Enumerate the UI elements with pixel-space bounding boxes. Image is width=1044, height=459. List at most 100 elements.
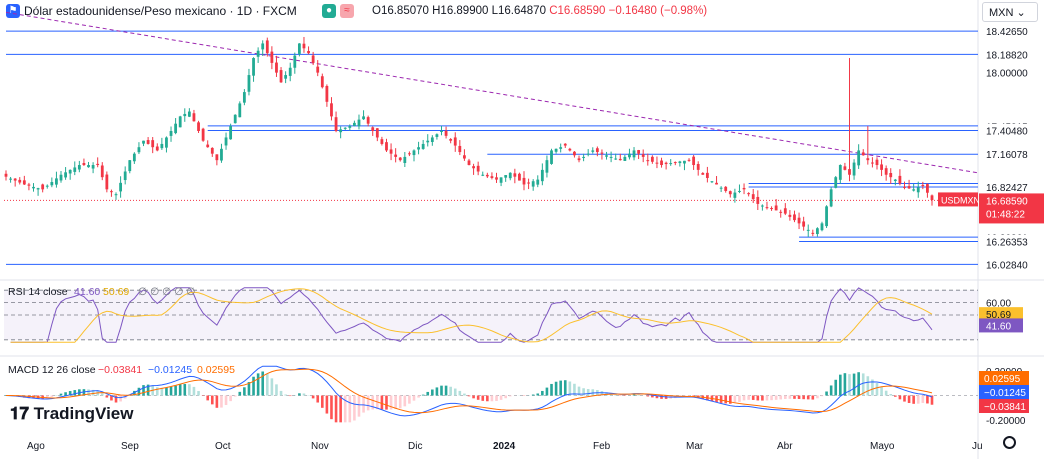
- candle-body: [632, 150, 636, 158]
- x-axis-label: 2024: [493, 441, 516, 452]
- candle-body: [531, 181, 535, 187]
- macd-histogram-bar: [930, 395, 934, 405]
- macd-histogram-bar: [421, 394, 425, 396]
- high-value: H16.89900: [432, 5, 489, 17]
- candle-body: [169, 130, 173, 136]
- macd-histogram-bar: [412, 395, 416, 401]
- candle-body: [916, 187, 920, 193]
- macd-histogram-bar: [834, 379, 838, 396]
- candle-body: [247, 75, 251, 92]
- macd-histogram-bar: [142, 385, 145, 396]
- candle-body: [655, 162, 659, 164]
- macd-histogram-bar: [651, 395, 654, 398]
- macd-histogram-bar: [467, 395, 471, 397]
- candle-body: [554, 148, 558, 152]
- candle-body: [705, 172, 709, 178]
- candle-body: [160, 143, 164, 149]
- macd-histogram-bar: [174, 385, 177, 396]
- wave-icon[interactable]: ≈: [340, 4, 354, 18]
- macd-histogram-bar: [330, 395, 333, 420]
- candle-body: [362, 116, 365, 120]
- candle-body: [137, 147, 141, 153]
- candle-body: [563, 143, 567, 146]
- candle-body: [637, 150, 641, 154]
- rsi-legend-name: RSI 14 close: [8, 286, 68, 298]
- candle-body: [279, 70, 283, 83]
- candle-body: [815, 228, 819, 235]
- macd-tick-label: -0.20000: [986, 416, 1026, 427]
- currency-dropdown[interactable]: MXN ⌄: [982, 2, 1038, 22]
- macd-histogram-bar: [87, 389, 90, 396]
- macd-histogram-bar: [440, 385, 443, 396]
- macd-histogram-bar: [719, 395, 723, 403]
- macd-histogram-bar: [50, 395, 54, 397]
- macd-histogram-bar: [637, 394, 640, 396]
- candle-body: [426, 140, 430, 143]
- macd-histogram-bar: [385, 395, 388, 410]
- macd-histogram-bar: [605, 392, 608, 396]
- green-dot-icon: ●: [322, 4, 336, 18]
- candle-body: [155, 146, 159, 151]
- candle-body: [467, 160, 471, 166]
- candle-body: [600, 152, 604, 154]
- candle-body: [284, 75, 288, 79]
- candle-body: [476, 165, 480, 172]
- macd-histogram-bar: [573, 383, 576, 396]
- candle-body: [385, 142, 388, 151]
- macd-histogram-bar: [655, 395, 659, 399]
- candle-body: [490, 176, 494, 178]
- macd-histogram-bar: [394, 395, 397, 409]
- macd-histogram-bar: [499, 395, 503, 400]
- candle-body: [265, 40, 269, 54]
- macd-histogram-bar: [861, 373, 865, 396]
- symbol-title[interactable]: Dólar estadounidense/Peso mexicano · 1D …: [24, 4, 297, 18]
- macd-histogram-bar: [298, 393, 301, 396]
- macd-histogram-bar: [774, 395, 778, 400]
- macd-histogram-bar: [463, 393, 466, 396]
- candle-body: [664, 162, 668, 165]
- macd-histogram-bar: [481, 395, 485, 401]
- macd-histogram-bar: [321, 395, 324, 408]
- candle-body: [788, 214, 792, 217]
- candle-body: [701, 173, 705, 175]
- candle-body: [32, 186, 35, 189]
- candle-body: [871, 162, 874, 164]
- macd-histogram-bar: [229, 395, 232, 402]
- macd-histogram-bar: [921, 395, 925, 403]
- macd-value-tag-bg: [979, 385, 1029, 399]
- change-value: −0.16480 (−0.98%): [608, 5, 708, 17]
- candle-body: [302, 43, 306, 49]
- candle-body: [389, 149, 393, 154]
- candle-body: [802, 221, 806, 227]
- macd-histogram-bar: [857, 372, 860, 396]
- candle-body: [504, 175, 508, 178]
- macd-histogram-bar: [417, 395, 420, 398]
- signal-line: [5, 368, 933, 414]
- candle-body: [197, 122, 200, 131]
- candle-body: [728, 191, 732, 195]
- macd-histogram-bar: [816, 395, 819, 399]
- macd-histogram-bar: [165, 387, 168, 396]
- candle-body: [151, 140, 155, 148]
- macd-histogram-bar: [660, 395, 663, 399]
- candle-body: [472, 166, 475, 169]
- macd-legend-hist: −0.03841: [98, 364, 142, 376]
- candle-body: [348, 126, 352, 128]
- x-axis-label: Oct: [215, 441, 231, 452]
- candle-body: [64, 172, 67, 178]
- candle-body: [628, 153, 631, 158]
- macd-histogram-bar: [362, 395, 365, 413]
- candle-body: [577, 158, 581, 161]
- low-value: L16.64870: [491, 5, 546, 17]
- rsi-ma-tag-bg: [979, 307, 1023, 322]
- chart-header: ⚑ Dólar estadounidense/Peso mexicano · 1…: [0, 0, 980, 22]
- candle-body: [811, 232, 815, 234]
- countdown-label: 01:48:22: [986, 209, 1025, 220]
- macd-histogram-bar: [724, 395, 728, 404]
- macd-histogram-bar: [311, 395, 315, 399]
- candle-body: [687, 159, 691, 161]
- candle-body: [87, 165, 90, 168]
- candle-body: [605, 155, 608, 157]
- settings-gear-icon[interactable]: [1003, 436, 1016, 449]
